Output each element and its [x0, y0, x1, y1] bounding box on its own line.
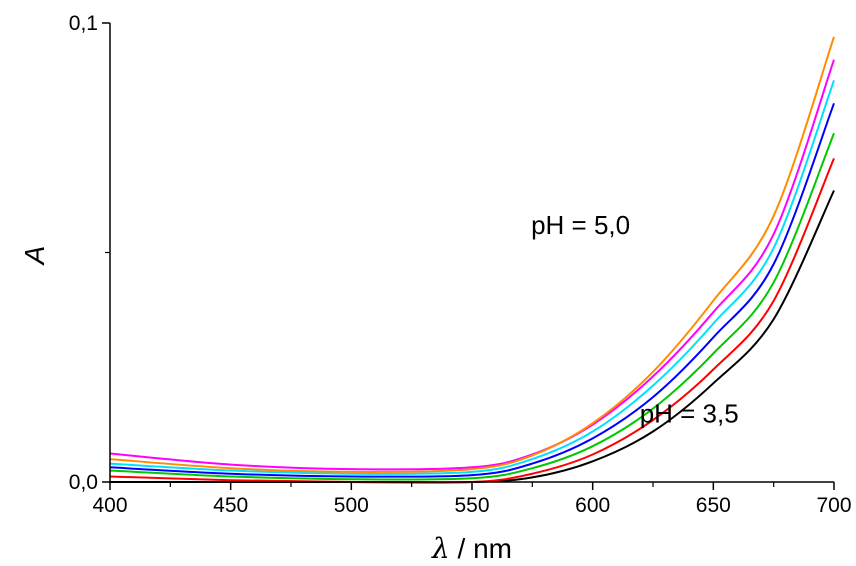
labels-layer: 400 450 500 550 600 650 700 0,0 0,1 λ / nm ApH = 5… [19, 12, 852, 565]
axes-layer [102, 22, 835, 490]
x-axis-symbol: λ [431, 532, 450, 565]
x-tick-label: 500 [334, 494, 369, 517]
x-tick-label: 650 [696, 494, 731, 517]
x-axis-unit: / nm [450, 533, 512, 564]
series-line-3 [109, 132, 835, 481]
y-axis-title: A [19, 246, 50, 267]
x-tick-label: 550 [454, 494, 489, 517]
series-layer [109, 36, 835, 484]
series-line-5 [109, 80, 835, 475]
x-tick-label: 600 [575, 494, 610, 517]
x-tick-label: 700 [816, 494, 851, 517]
series-line-4 [109, 102, 835, 478]
series-line-1 [110, 190, 835, 484]
x-tick-label: 400 [92, 494, 127, 517]
x-axis-title: λ / nm [431, 532, 512, 565]
series-line-2 [109, 158, 835, 484]
annotation-1: pH = 5,0 [531, 210, 630, 240]
annotation-2: pH = 3,5 [640, 398, 739, 428]
series-line-7 [109, 36, 835, 473]
x-tick-label: 450 [213, 494, 248, 517]
y-tick-label: 0,1 [69, 12, 98, 35]
y-tick-label: 0,0 [69, 471, 98, 494]
